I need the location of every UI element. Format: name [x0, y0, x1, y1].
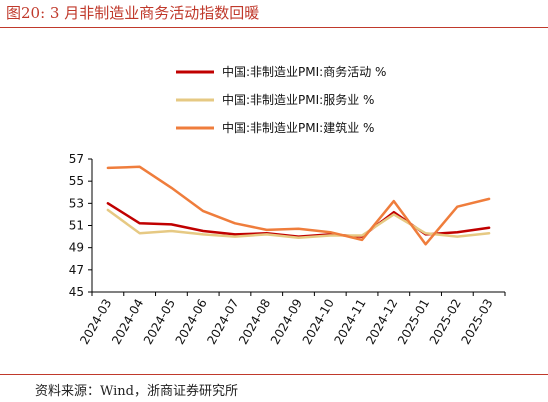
y-tick-label: 45: [69, 285, 84, 299]
title-rule: [0, 27, 548, 28]
source-note: 资料来源：Wind，浙商证券研究所: [35, 384, 238, 399]
y-tick-label: 49: [69, 241, 84, 255]
x-tick-labels: 2024-032024-042024-052024-062024-072024-…: [77, 296, 495, 346]
y-tick-labels: 45 47 49 51 53 55 57: [69, 152, 84, 299]
chart-lines: [106, 165, 491, 246]
y-tick-label: 51: [69, 219, 84, 233]
legend-label-3: 中国:非制造业PMI:建筑业 %: [222, 120, 374, 135]
figure-title: 图20: 3 月非制造业商务活动指数回暖: [6, 4, 260, 22]
y-tick-label: 47: [69, 263, 84, 277]
y-tick-label: 57: [69, 152, 84, 166]
series-line-2: [106, 208, 491, 239]
source-rule: [0, 374, 548, 375]
legend-label-2: 中国:非制造业PMI:服务业 %: [222, 92, 374, 107]
y-tick-label: 55: [69, 174, 84, 188]
y-tick-label: 53: [69, 196, 84, 210]
x-tick-label: 2025-03: [459, 296, 496, 346]
chart-legend: 中国:非制造业PMI:商务活动 % 中国:非制造业PMI:服务业 % 中国:非制造业…: [176, 64, 386, 135]
series-line-3: [106, 165, 491, 246]
legend-label-1: 中国:非制造业PMI:商务活动 %: [222, 64, 386, 79]
chart-axes: [88, 158, 506, 296]
